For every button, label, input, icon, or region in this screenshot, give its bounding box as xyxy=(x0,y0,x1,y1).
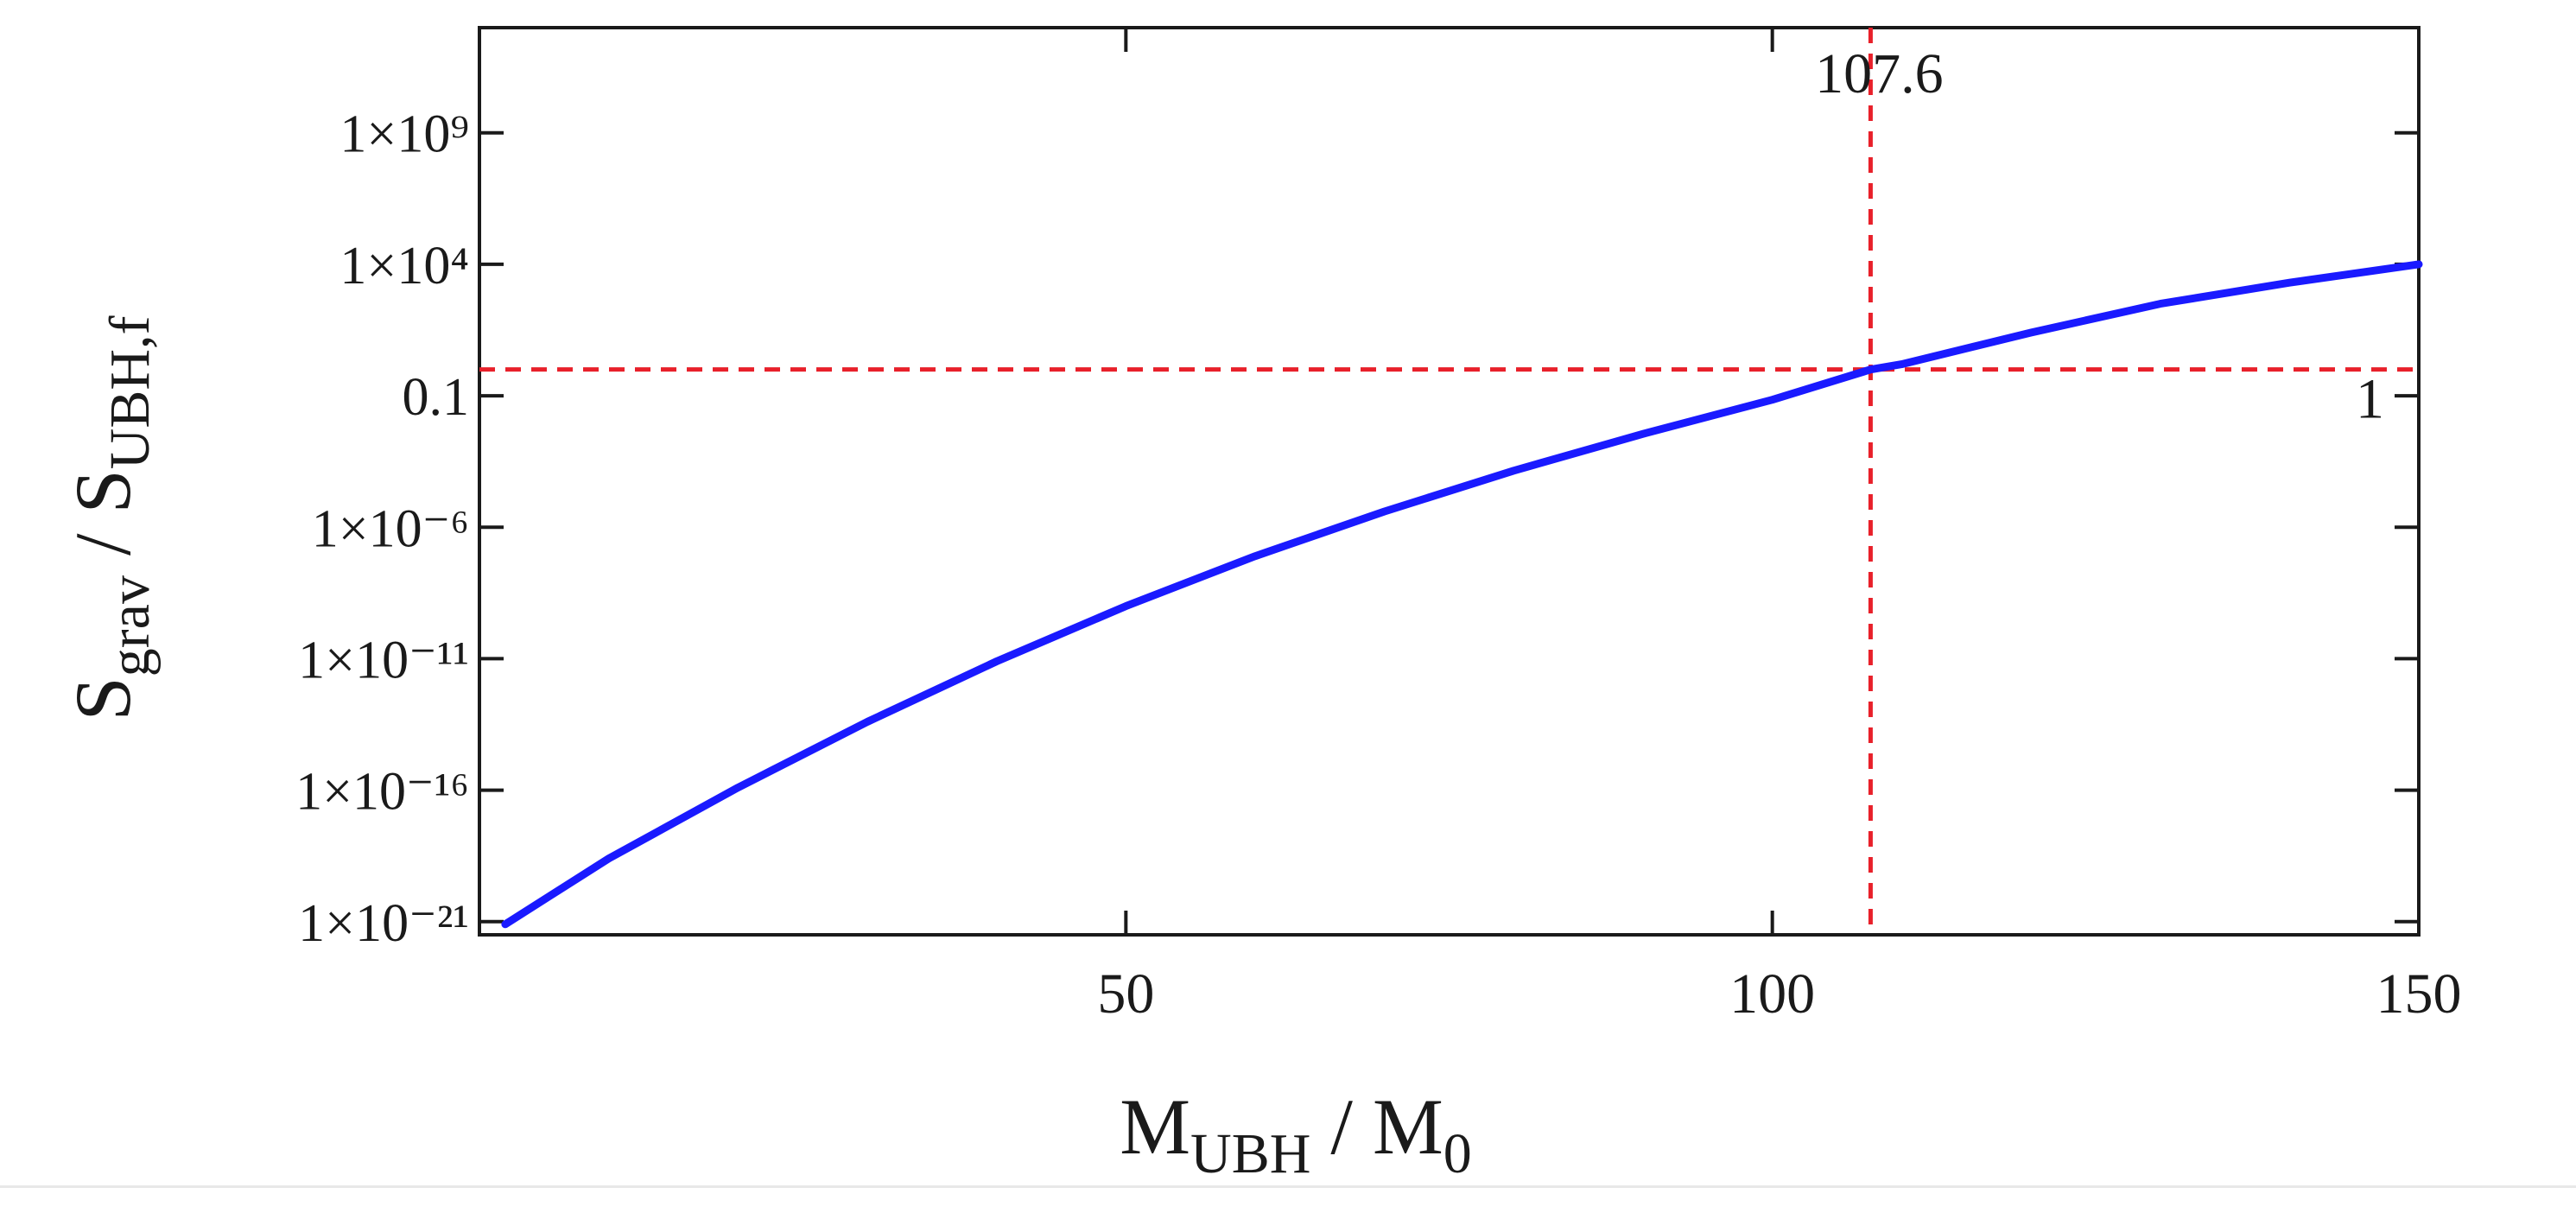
y-tick-label: 1×10⁹ xyxy=(339,105,469,164)
y-tick-label: 1×10⁴ xyxy=(339,237,469,295)
plot-area: 50 100 150 1×10⁹ 1×10⁴ 0.1 1×10⁻⁶ 1×10⁻¹¹ 1×10⁻¹… xyxy=(295,26,2462,1026)
x-axis-title: MUBH / M0 xyxy=(1120,1083,1472,1185)
plot-frame xyxy=(478,26,2421,937)
x-tick-label: 50 xyxy=(1097,962,1154,1026)
y-axis-title: Sgrav / SUBH,f xyxy=(59,315,162,721)
series-line xyxy=(501,260,2423,929)
y-tick-label: 0.1 xyxy=(403,368,470,427)
bottom-divider xyxy=(0,1185,2576,1188)
reference-label-horizontal: 1 xyxy=(2356,368,2384,431)
svg-text:MUBH / M0: MUBH / M0 xyxy=(1120,1083,1472,1185)
y-tick-label: 1×10⁻²¹ xyxy=(298,894,469,953)
reference-label-vertical: 107.6 xyxy=(1815,42,1944,105)
svg-text:Sgrav / SUBH,f: Sgrav / SUBH,f xyxy=(59,315,162,721)
y-tick-label: 1×10⁻¹¹ xyxy=(298,631,469,689)
y-tick-label: 1×10⁻¹⁶ xyxy=(295,763,469,822)
y-tick-label: 1×10⁻⁶ xyxy=(312,499,469,558)
x-tick-label: 100 xyxy=(1729,962,1815,1026)
x-tick-label: 150 xyxy=(2376,962,2462,1026)
